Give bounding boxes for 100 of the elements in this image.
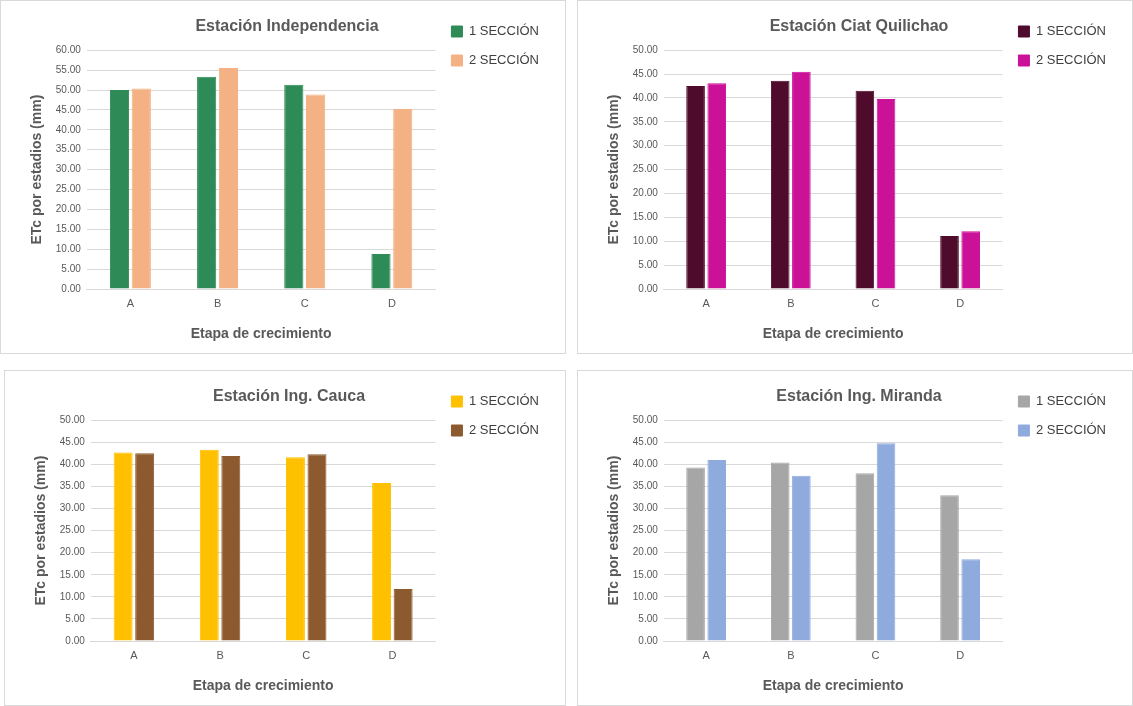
y-tick-label: 5.00	[61, 262, 82, 274]
bar	[876, 443, 896, 641]
bar	[876, 98, 896, 289]
y-tick-label: 5.00	[65, 612, 86, 624]
y-tick-label: 30.00	[59, 502, 86, 514]
x-tick-label: B	[787, 296, 795, 309]
y-tick-label: 25.00	[55, 183, 82, 195]
y-tick-label: 45.00	[632, 436, 659, 448]
legend-label: 1 SECCIÓN	[1035, 23, 1107, 39]
x-tick-label: D	[388, 648, 397, 661]
bar	[285, 457, 305, 641]
y-tick-label: 40.00	[59, 458, 86, 470]
y-tick-label: 35.00	[632, 480, 659, 492]
bar	[218, 68, 239, 289]
y-tick-label: 30.00	[632, 502, 659, 514]
bar	[961, 559, 980, 641]
bar	[393, 109, 413, 289]
x-tick-label: C	[871, 648, 880, 661]
bar	[221, 455, 241, 641]
bar	[686, 467, 705, 641]
x-tick-label: B	[216, 648, 224, 661]
x-tick-label: C	[300, 296, 309, 309]
bar	[792, 71, 811, 289]
bar	[113, 452, 133, 641]
y-tick-label: 15.00	[55, 223, 82, 235]
y-tick-label: 20.00	[632, 187, 659, 199]
x-tick-label: A	[702, 648, 711, 661]
y-tick-label: 50.00	[632, 43, 659, 55]
chart-title: Estación Ing. Miranda	[776, 387, 942, 405]
bar	[306, 94, 326, 289]
y-tick-label: 25.00	[632, 163, 659, 175]
bar	[686, 86, 705, 289]
bar	[855, 90, 875, 289]
x-tick-label: A	[126, 296, 135, 309]
x-axis-title: Etapa de crecimiento	[192, 677, 334, 694]
legend-label: 2 SECCIÓN	[468, 52, 540, 68]
y-tick-label: 50.00	[55, 83, 82, 95]
bar	[284, 84, 304, 289]
x-tick-label: D	[956, 296, 965, 309]
y-tick-label: 60.00	[55, 43, 82, 55]
bar	[855, 473, 875, 641]
x-tick-label: D	[387, 296, 396, 309]
x-tick-label: B	[213, 296, 222, 309]
y-tick-label: 40.00	[632, 458, 659, 470]
x-tick-label: A	[130, 648, 139, 661]
y-tick-label: 5.00	[638, 258, 659, 270]
x-axis-title: Etapa de crecimiento	[762, 325, 904, 342]
legend-label: 2 SECCIÓN	[1035, 52, 1107, 68]
y-tick-label: 0.00	[65, 634, 86, 646]
x-tick-label: A	[702, 296, 711, 309]
y-tick-label: 55.00	[55, 63, 82, 75]
y-tick-label: 20.00	[55, 203, 82, 215]
legend-label: 2 SECCIÓN	[1035, 422, 1107, 438]
bar	[135, 453, 155, 641]
y-tick-label: 10.00	[59, 590, 86, 602]
y-tick-label: 40.00	[55, 123, 82, 135]
chart-title: Estación Ing. Cauca	[212, 387, 366, 405]
y-tick-label: 20.00	[632, 546, 659, 558]
x-tick-label: D	[956, 648, 965, 661]
y-tick-label: 35.00	[59, 480, 86, 492]
bar	[792, 475, 811, 641]
bar	[770, 462, 790, 641]
legend-label: 1 SECCIÓN	[1035, 393, 1107, 409]
bar	[197, 76, 217, 289]
bar	[707, 83, 727, 289]
chart-title: Estación Independencia	[195, 17, 379, 35]
y-tick-label: 0.00	[638, 634, 659, 646]
x-tick-label: C	[871, 296, 880, 309]
bar	[393, 588, 413, 641]
y-tick-label: 10.00	[632, 234, 659, 246]
y-axis-title: ETc por estadios (mm)	[605, 455, 622, 606]
y-tick-label: 5.00	[638, 612, 659, 624]
y-tick-label: 0.00	[638, 282, 659, 294]
legend-label: 2 SECCIÓN	[468, 422, 540, 438]
y-tick-label: 25.00	[632, 524, 659, 536]
bar	[307, 454, 327, 641]
y-tick-label: 10.00	[55, 242, 82, 254]
bar	[372, 482, 392, 641]
x-tick-label: C	[302, 648, 311, 661]
y-tick-label: 15.00	[632, 211, 659, 223]
bar	[940, 495, 959, 641]
bar	[371, 253, 391, 289]
chart-title: Estación Ciat Quilichao	[769, 17, 949, 35]
bar	[109, 90, 130, 289]
y-tick-label: 45.00	[632, 67, 659, 79]
y-tick-label: 35.00	[55, 143, 82, 155]
y-tick-label: 40.00	[632, 91, 659, 103]
bar	[199, 449, 219, 641]
bar	[770, 80, 790, 289]
y-tick-label: 15.00	[632, 568, 659, 580]
y-tick-label: 50.00	[59, 413, 86, 425]
bar	[961, 231, 980, 289]
bar	[131, 88, 151, 289]
y-tick-label: 30.00	[55, 163, 82, 175]
x-tick-label: B	[787, 648, 795, 661]
y-axis-title: ETc por estadios (mm)	[28, 94, 45, 245]
bar	[707, 459, 727, 641]
legend-label: 1 SECCIÓN	[468, 23, 540, 39]
y-tick-label: 30.00	[632, 139, 659, 151]
y-tick-label: 0.00	[61, 282, 82, 294]
